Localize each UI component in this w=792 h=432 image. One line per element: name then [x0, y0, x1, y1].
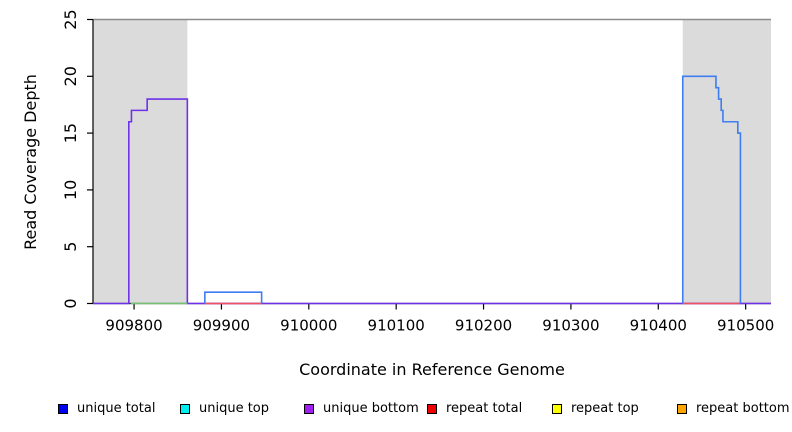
x-tick-label: 910400	[630, 317, 687, 335]
y-tick-label: 5	[61, 242, 80, 252]
legend-label: repeat bottom	[696, 401, 790, 416]
y-tick-label: 20	[61, 66, 80, 86]
repeat-total-swatch-icon	[427, 404, 437, 414]
x-tick-label: 910500	[717, 317, 774, 335]
legend-item-repeat-bottom: repeat bottom	[677, 401, 790, 417]
legend-label: unique total	[77, 401, 156, 416]
coverage-chart-svg: 0 5 10 15 20 25 909800 909900 910000 910100 910200…	[21, 9, 774, 379]
y-tick-label: 25	[61, 9, 80, 29]
series-unique-total	[204, 291, 263, 304]
y-tick-label: 0	[61, 298, 80, 308]
x-tick-label: 910100	[368, 317, 425, 335]
x-tick-label: 910200	[455, 317, 512, 335]
series-unique-total	[681, 75, 742, 304]
unique-top-swatch-icon	[180, 404, 190, 414]
masked-region	[93, 19, 188, 304]
legend-item-unique-bottom: unique bottom	[304, 401, 419, 417]
x-tick-label: 909800	[105, 317, 162, 335]
series-unique-bottom	[93, 98, 771, 305]
y-tick-label: 10	[61, 180, 80, 200]
y-axis-title: Read Coverage Depth	[21, 74, 40, 250]
legend: unique total unique top unique bottom re…	[0, 398, 792, 422]
x-tick-label: 910300	[542, 317, 599, 335]
y-tick-label: 15	[61, 123, 80, 143]
unique-total-swatch-icon	[58, 404, 68, 414]
x-tick-label: 909900	[193, 317, 250, 335]
legend-item-unique-top: unique top	[180, 401, 269, 417]
coverage-chart: 0 5 10 15 20 25 909800 909900 910000 910100 910200…	[21, 9, 774, 379]
legend-item-unique-total: unique total	[58, 401, 155, 417]
x-axis-title: Coordinate in Reference Genome	[299, 360, 565, 379]
legend-label: unique top	[199, 401, 270, 416]
legend-label: repeat top	[571, 401, 639, 416]
repeat-top-swatch-icon	[552, 404, 562, 414]
masked-region	[682, 19, 771, 304]
x-tick-label: 910000	[280, 317, 337, 335]
legend-item-repeat-top: repeat top	[552, 401, 639, 417]
legend-label: unique bottom	[323, 401, 419, 416]
legend-label: repeat total	[446, 401, 523, 416]
legend-item-repeat-total: repeat total	[427, 401, 522, 417]
repeat-bottom-swatch-icon	[677, 404, 687, 414]
unique-bottom-swatch-icon	[304, 404, 314, 414]
